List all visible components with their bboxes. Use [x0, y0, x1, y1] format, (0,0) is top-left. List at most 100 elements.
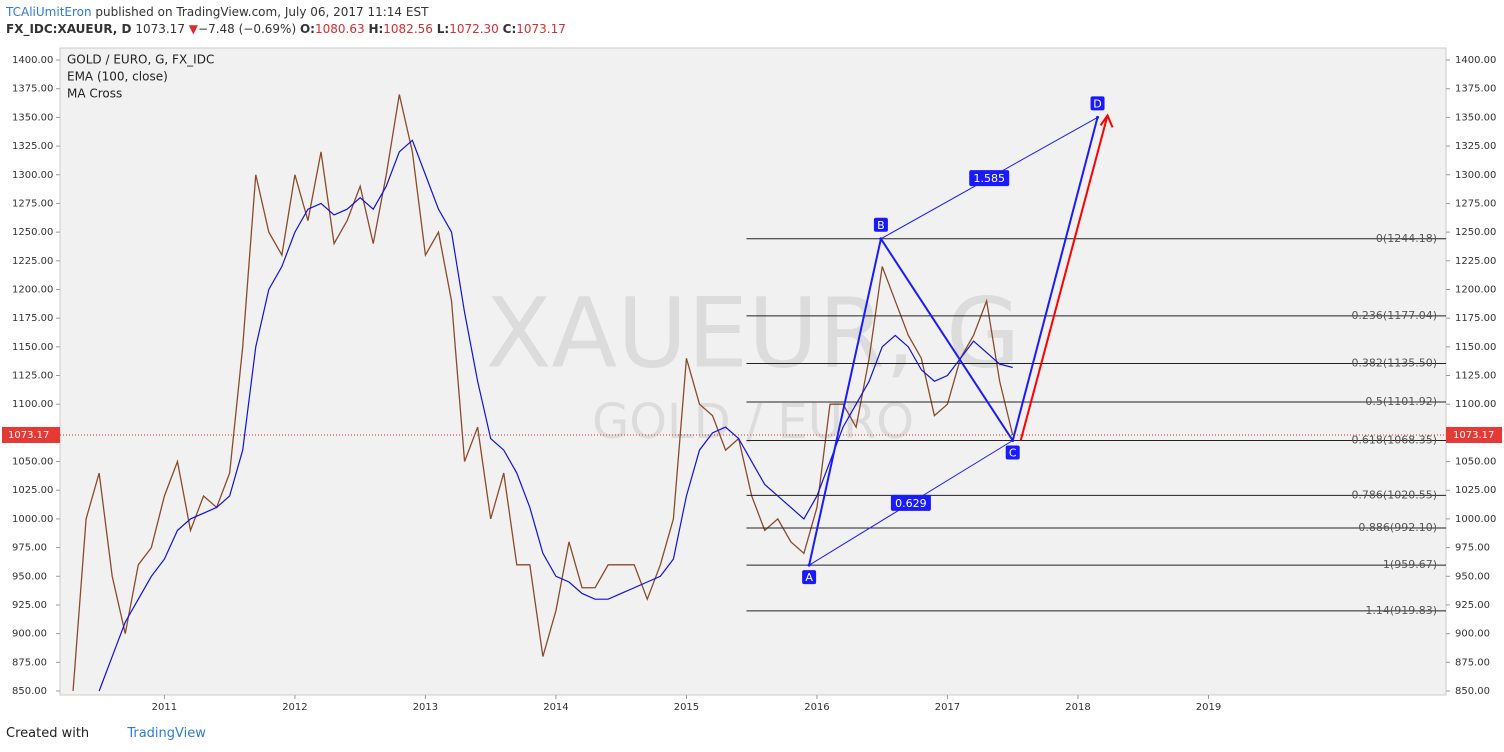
y-tick-label: 1275.00 — [12, 198, 53, 209]
pattern-point — [807, 563, 811, 567]
y-tick-label: 1375.00 — [1455, 84, 1496, 95]
y-tick-label: 1300.00 — [12, 170, 53, 181]
pattern-point — [1011, 439, 1015, 443]
y-tick-label: 1350.00 — [1455, 112, 1496, 123]
y-tick-label: 900.00 — [1455, 629, 1490, 640]
y-tick-label: 1225.00 — [12, 256, 53, 267]
last-price-label: 1073.17 — [1453, 430, 1494, 441]
y-tick-label: 1050.00 — [12, 457, 53, 468]
high: 1082.56 — [383, 22, 433, 36]
y-tick-label: 850.00 — [1455, 686, 1490, 697]
x-tick-label: 2014 — [543, 702, 568, 713]
y-tick-label: 950.00 — [12, 571, 47, 582]
y-tick-label: 1050.00 — [1455, 457, 1496, 468]
y-tick-label: 875.00 — [12, 657, 47, 668]
pattern-leg — [1011, 117, 1099, 441]
pattern-leg — [808, 238, 882, 566]
y-tick-label: 1325.00 — [1455, 141, 1496, 152]
x-tick-label: 2016 — [804, 702, 829, 713]
y-tick-label: 1025.00 — [1455, 485, 1496, 496]
last-price-tag — [1446, 426, 1502, 443]
created: Created with — [6, 726, 90, 741]
y-tick-label: 1325.00 — [12, 141, 53, 152]
brand[interactable]: TradingView — [127, 726, 206, 741]
y-tick-label: 1275.00 — [1455, 198, 1496, 209]
change: −7.48 (−0.69%) — [198, 22, 297, 36]
projection-arrow — [1019, 115, 1109, 441]
last-price-tag — [2, 426, 60, 443]
author[interactable]: TCAliUmitEron — [6, 5, 92, 19]
y-tick-label: 1200.00 — [1455, 284, 1496, 295]
fib-label: 0.786(1020.55) — [1351, 488, 1437, 501]
y-tick-label: 1250.00 — [1455, 227, 1496, 238]
point-label: D — [1093, 97, 1101, 110]
point-badge — [873, 217, 888, 232]
y-tick-label: 925.00 — [12, 600, 47, 611]
h-label: H: — [368, 22, 384, 36]
y-tick-label: 1200.00 — [12, 284, 53, 295]
y-tick-label: 1000.00 — [12, 514, 53, 525]
last-price-label: 1073.17 — [8, 430, 49, 441]
fib-label: 0.236(1177.04) — [1351, 309, 1437, 322]
point-badge — [1090, 96, 1105, 111]
y-tick-label: 875.00 — [1455, 657, 1490, 668]
ratio-label: 1.585 — [973, 172, 1005, 185]
point-label: B — [877, 219, 885, 232]
y-tick-label: 900.00 — [12, 629, 47, 640]
y-tick-label: 1300.00 — [1455, 170, 1496, 181]
low: 1072.30 — [449, 22, 499, 36]
y-tick-label: 1175.00 — [1455, 313, 1496, 324]
arrow-head — [1099, 113, 1114, 128]
legend-title: GOLD / EURO, G, FX_IDC — [67, 53, 214, 67]
y-tick-label: 1000.00 — [1455, 514, 1496, 525]
y-tick-label: 1125.00 — [12, 371, 53, 382]
y-tick-label: 1225.00 — [1455, 256, 1496, 267]
y-tick-label: 950.00 — [1455, 571, 1490, 582]
symbol: FX_IDC:XAUEUR, D — [6, 22, 132, 36]
y-tick-label: 1100.00 — [1455, 399, 1496, 410]
pattern-leg — [880, 238, 1014, 442]
y-tick-label: 1175.00 — [12, 313, 53, 324]
fib-label: 0.618(1068.35) — [1351, 434, 1437, 447]
y-tick-label: 975.00 — [1455, 543, 1490, 554]
point-label: A — [805, 571, 813, 584]
y-tick-label: 1150.00 — [1455, 342, 1496, 353]
x-tick-label: 2012 — [282, 702, 307, 713]
y-tick-label: 1400.00 — [12, 55, 53, 66]
y-tick-label: 1375.00 — [12, 84, 53, 95]
point-label: C — [1009, 447, 1017, 460]
legend-indicator: MA Cross — [67, 87, 122, 101]
watermark-symbol: XAUEUR, G — [486, 277, 1021, 389]
y-tick-label: 1025.00 — [12, 485, 53, 496]
ema-line — [98, 139, 1013, 692]
fib-label: 0.886(992.10) — [1358, 521, 1437, 534]
price-line — [72, 94, 1014, 692]
x-tick-label: 2018 — [1065, 702, 1090, 713]
close: 1073.17 — [516, 22, 566, 36]
open: 1080.63 — [314, 22, 365, 36]
o-label: O: — [299, 22, 315, 36]
header: TCAliUmitEron published on TradingView.c… — [6, 5, 566, 36]
published: published on TradingView.com, July 06, 2… — [95, 5, 429, 19]
point-badge — [1005, 445, 1020, 460]
x-tick-label: 2015 — [674, 702, 699, 713]
c-label: C: — [502, 22, 517, 36]
fib-label: 1.14(919.83) — [1365, 604, 1437, 617]
footer: Created with TradingView — [6, 726, 206, 741]
ratio-badge — [969, 170, 1010, 187]
ratio-label: 0.629 — [895, 497, 927, 510]
x-tick-label: 2013 — [413, 702, 438, 713]
pattern-point — [1096, 115, 1100, 119]
y-tick-label: 1350.00 — [12, 112, 53, 123]
y-tick-label: 1250.00 — [12, 227, 53, 238]
plot-area — [59, 47, 1447, 696]
y-tick-label: 975.00 — [12, 543, 47, 554]
ratio-badge — [890, 494, 931, 511]
point-badge — [802, 570, 817, 585]
y-tick-label: 850.00 — [12, 686, 47, 697]
y-tick-label: 1100.00 — [12, 399, 53, 410]
l-label: L: — [436, 22, 450, 36]
